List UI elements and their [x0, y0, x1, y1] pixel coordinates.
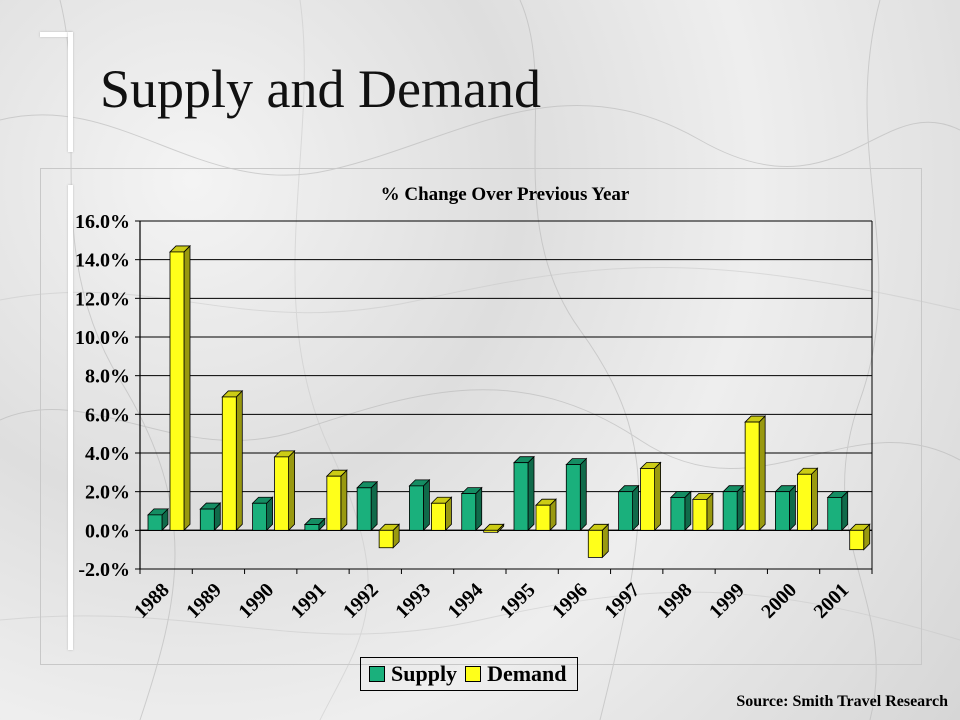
x-tick-label: 2000: [757, 579, 801, 623]
y-tick-label: 10.0%: [75, 327, 130, 349]
y-tick-label: 12.0%: [75, 288, 130, 310]
bar-demand-1993: [431, 502, 446, 531]
y-tick-label: 0.0%: [85, 520, 130, 542]
bar-demand-1990: [274, 456, 289, 531]
bar-supply-1990: [252, 502, 267, 531]
bar-side-supply: [475, 486, 483, 532]
x-tick-label: 1994: [444, 579, 488, 623]
legend-label-demand: Demand: [487, 661, 567, 686]
bar-supply-1994: [461, 493, 477, 531]
legend-swatch-demand: [465, 666, 482, 682]
x-tick-label: 2001: [810, 579, 854, 623]
bar-side-demand: [654, 461, 661, 532]
y-tick-label: 2.0%: [85, 482, 130, 504]
bar-supply-1991: [304, 524, 320, 531]
bar-side-supply: [736, 484, 744, 532]
source-note: Source: Smith Travel Research: [736, 693, 948, 710]
bar-supply-1998: [670, 497, 686, 531]
bar-side-supply: [684, 490, 692, 532]
bar-supply-1993: [409, 485, 424, 531]
bar-side-supply: [579, 457, 587, 532]
bar-supply-1992: [356, 487, 372, 531]
x-tick-label: 1988: [130, 579, 174, 623]
bar-side-supply: [423, 478, 430, 532]
x-tick-label: 1998: [653, 579, 697, 623]
bar-supply-1988: [147, 514, 163, 531]
bar-supply-1989: [199, 508, 215, 531]
bar-demand-1998: [692, 498, 708, 531]
bar-demand-1991: [326, 475, 342, 531]
bar-side-demand: [811, 467, 818, 532]
bar-side-demand: [288, 449, 295, 532]
decorative-bar-left-lower: [68, 185, 73, 650]
bar-side-supply: [841, 490, 849, 532]
chart-area: [40, 168, 922, 665]
bar-side-demand: [758, 415, 766, 532]
legend-swatch-supply: [369, 666, 385, 682]
bar-side-supply: [632, 484, 639, 532]
bar-side-demand: [235, 389, 243, 532]
bar-supply-1995: [513, 462, 529, 531]
bar-demand-2001: [849, 529, 865, 551]
y-tick-label: 4.0%: [85, 443, 130, 465]
bar-side-demand: [340, 469, 348, 532]
y-tick-label: -2.0%: [78, 559, 130, 581]
bar-supply-1999: [722, 491, 738, 531]
x-tick-label: 1990: [234, 579, 278, 623]
slide-title: Supply and Demand: [100, 59, 541, 119]
bar-side-demand: [183, 244, 191, 532]
bar-demand-1996: [587, 529, 603, 558]
decorative-bar-left-upper: [68, 32, 73, 152]
bar-supply-1996: [565, 464, 581, 531]
decorative-bar-top-left: [40, 32, 72, 37]
bar-demand-1994: [483, 529, 499, 533]
bar-demand-1999: [744, 421, 760, 531]
y-tick-label: 14.0%: [75, 250, 130, 272]
x-tick-label: 1991: [287, 579, 331, 623]
x-tick-label: 1997: [600, 579, 644, 623]
x-tick-label: 1989: [182, 579, 226, 623]
bar-demand-1995: [535, 504, 551, 531]
y-tick-label: 8.0%: [85, 366, 130, 388]
x-tick-label: 1993: [391, 579, 435, 623]
chart-title: % Change Over Previous Year: [380, 184, 630, 205]
y-tick-label: 6.0%: [85, 404, 130, 426]
y-tick-label: 16.0%: [75, 211, 130, 233]
bar-demand-1988: [169, 251, 185, 531]
x-tick-label: 1999: [705, 579, 749, 623]
x-tick-label: 1992: [339, 579, 383, 623]
chart-legend: Supply Demand: [360, 657, 578, 691]
bar-demand-2000: [797, 473, 812, 531]
x-tick-label: 1995: [496, 579, 540, 623]
bar-supply-2001: [827, 497, 843, 531]
bar-supply-1997: [618, 491, 633, 531]
bar-side-supply: [370, 480, 378, 532]
bar-supply-2000: [775, 491, 790, 531]
legend-label-supply: Supply: [391, 661, 458, 686]
bar-demand-1997: [640, 468, 655, 531]
bar-side-supply: [527, 455, 535, 532]
bar-demand-1992: [378, 529, 394, 549]
x-tick-label: 1996: [548, 579, 592, 623]
bar-demand-1989: [221, 396, 237, 531]
bar-side-supply: [789, 484, 796, 532]
